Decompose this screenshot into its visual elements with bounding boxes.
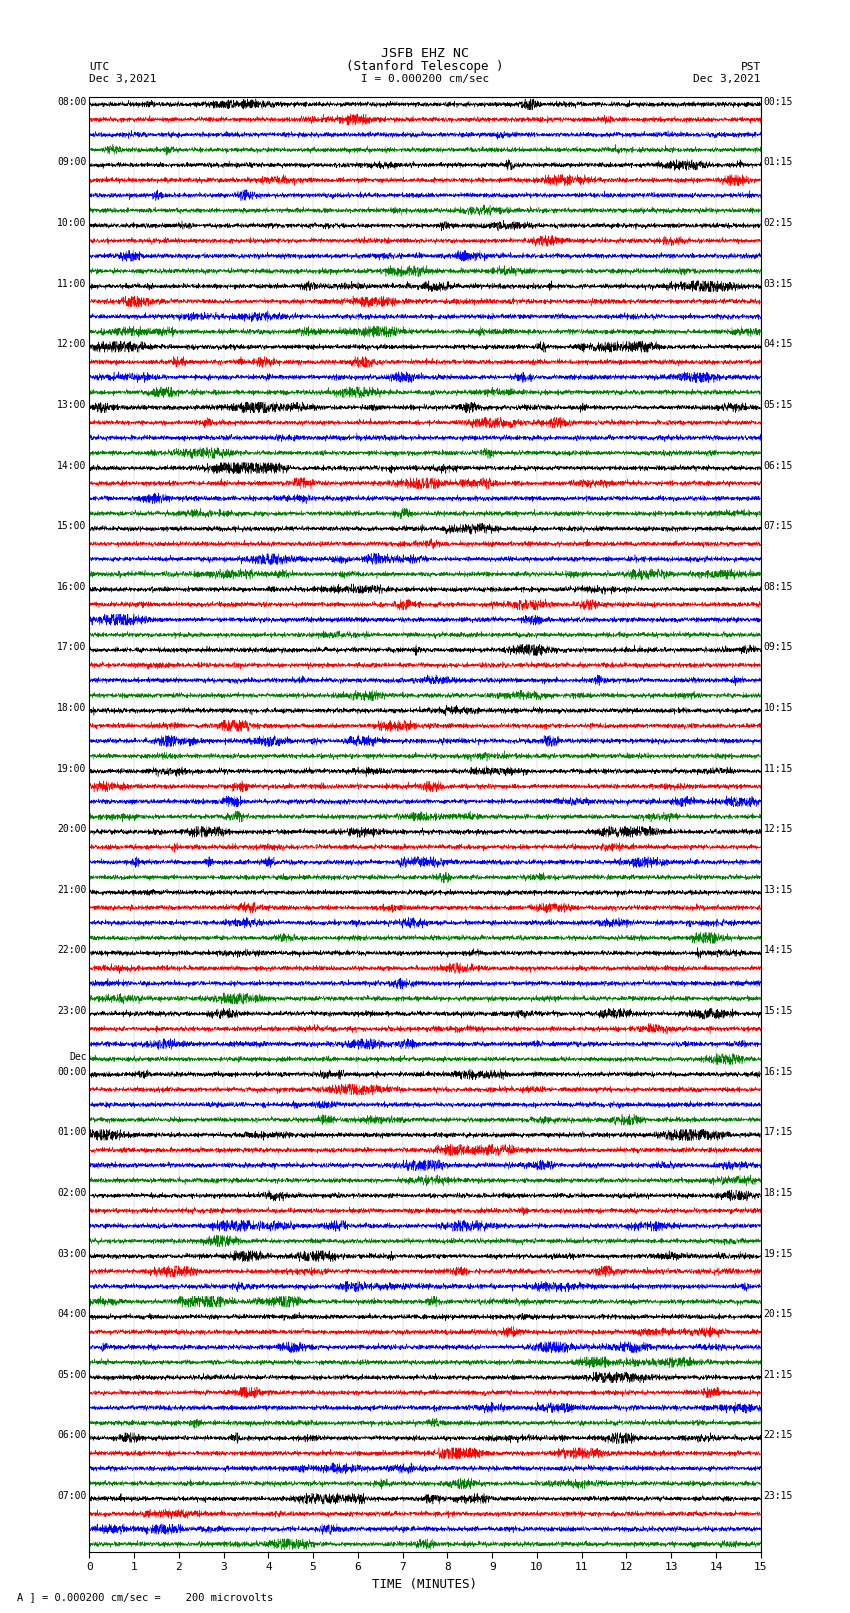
Text: 09:15: 09:15 [763, 642, 793, 652]
Text: 08:15: 08:15 [763, 582, 793, 592]
Text: PST: PST [740, 61, 761, 71]
Text: 04:15: 04:15 [763, 339, 793, 350]
Text: 15:00: 15:00 [57, 521, 87, 531]
Text: 06:00: 06:00 [57, 1431, 87, 1440]
Text: 14:00: 14:00 [57, 461, 87, 471]
Text: 13:00: 13:00 [57, 400, 87, 410]
Text: 20:00: 20:00 [57, 824, 87, 834]
Text: 00:00: 00:00 [57, 1066, 87, 1077]
Text: 05:15: 05:15 [763, 400, 793, 410]
Text: 03:00: 03:00 [57, 1248, 87, 1258]
Text: 12:15: 12:15 [763, 824, 793, 834]
Text: 19:00: 19:00 [57, 763, 87, 774]
Text: 06:15: 06:15 [763, 461, 793, 471]
Text: 13:15: 13:15 [763, 886, 793, 895]
Text: 18:00: 18:00 [57, 703, 87, 713]
Text: 19:15: 19:15 [763, 1248, 793, 1258]
Text: 12:00: 12:00 [57, 339, 87, 350]
Text: 02:15: 02:15 [763, 218, 793, 227]
Text: 05:00: 05:00 [57, 1369, 87, 1379]
Text: (Stanford Telescope ): (Stanford Telescope ) [346, 60, 504, 73]
Text: 09:00: 09:00 [57, 158, 87, 168]
Text: 01:15: 01:15 [763, 158, 793, 168]
Text: 03:15: 03:15 [763, 279, 793, 289]
Text: 16:15: 16:15 [763, 1066, 793, 1077]
Text: 21:15: 21:15 [763, 1369, 793, 1379]
Text: 23:15: 23:15 [763, 1490, 793, 1502]
Text: A ] = 0.000200 cm/sec =    200 microvolts: A ] = 0.000200 cm/sec = 200 microvolts [17, 1592, 273, 1602]
Text: 02:00: 02:00 [57, 1187, 87, 1198]
Text: 04:00: 04:00 [57, 1310, 87, 1319]
Text: 23:00: 23:00 [57, 1007, 87, 1016]
Text: 00:15: 00:15 [763, 97, 793, 106]
Text: Dec: Dec [69, 1052, 87, 1063]
Text: 18:15: 18:15 [763, 1187, 793, 1198]
Text: 17:00: 17:00 [57, 642, 87, 652]
Text: 15:15: 15:15 [763, 1007, 793, 1016]
Text: I = 0.000200 cm/sec: I = 0.000200 cm/sec [361, 74, 489, 84]
Text: 07:15: 07:15 [763, 521, 793, 531]
Text: 10:00: 10:00 [57, 218, 87, 227]
Text: 11:00: 11:00 [57, 279, 87, 289]
Text: JSFB EHZ NC: JSFB EHZ NC [381, 47, 469, 60]
X-axis label: TIME (MINUTES): TIME (MINUTES) [372, 1578, 478, 1590]
Text: 20:15: 20:15 [763, 1310, 793, 1319]
Text: 22:15: 22:15 [763, 1431, 793, 1440]
Text: Dec 3,2021: Dec 3,2021 [694, 74, 761, 84]
Text: Dec 3,2021: Dec 3,2021 [89, 74, 156, 84]
Text: 17:15: 17:15 [763, 1127, 793, 1137]
Text: 01:00: 01:00 [57, 1127, 87, 1137]
Text: UTC: UTC [89, 61, 110, 71]
Text: 11:15: 11:15 [763, 763, 793, 774]
Text: 16:00: 16:00 [57, 582, 87, 592]
Text: 22:00: 22:00 [57, 945, 87, 955]
Text: 21:00: 21:00 [57, 886, 87, 895]
Text: 14:15: 14:15 [763, 945, 793, 955]
Text: 08:00: 08:00 [57, 97, 87, 106]
Text: 10:15: 10:15 [763, 703, 793, 713]
Text: 07:00: 07:00 [57, 1490, 87, 1502]
